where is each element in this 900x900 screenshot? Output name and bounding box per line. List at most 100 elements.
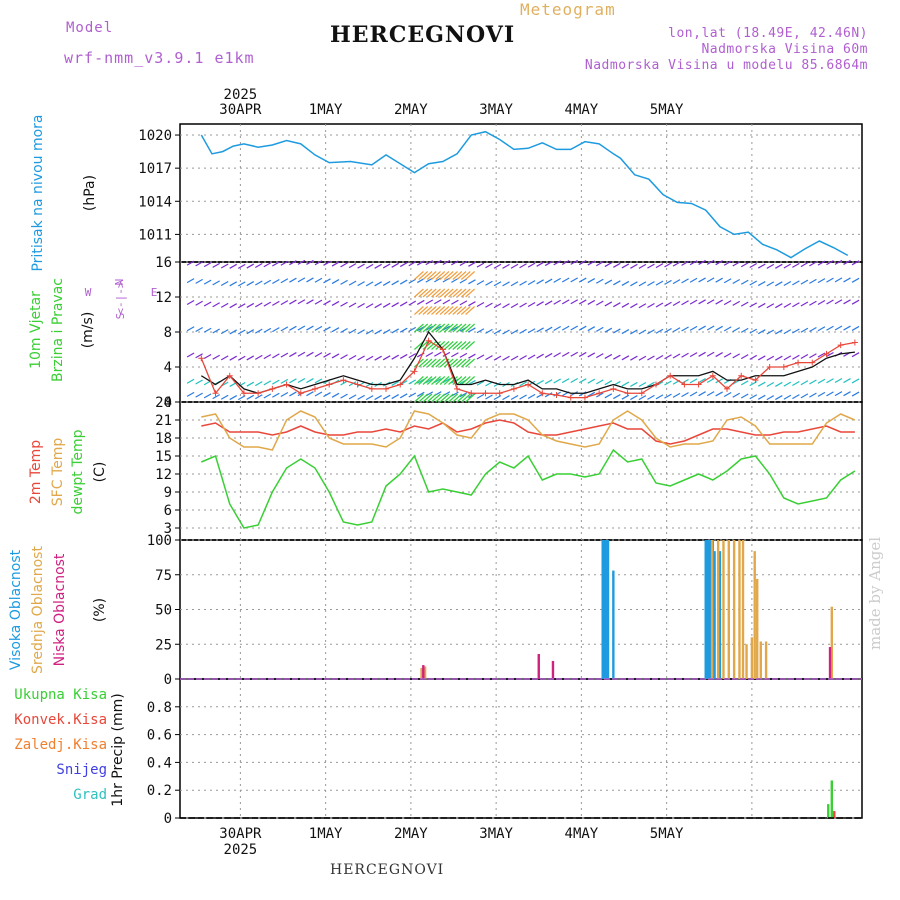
wind-arrow (587, 299, 596, 305)
y-tick-label: 8 (164, 325, 172, 341)
wind-arrow (246, 263, 255, 269)
wind-arrow-fan (414, 271, 475, 403)
y-tick-label: 100 (147, 533, 172, 549)
wind-arrow (561, 325, 570, 331)
wind-arrow (357, 381, 365, 387)
wind-arrow (289, 391, 297, 397)
wind-arrow (706, 391, 715, 397)
y-tick-label: 1014 (138, 194, 172, 210)
wind-arrow (391, 328, 400, 334)
wind-arrow (439, 376, 450, 385)
wind-arrow (510, 394, 519, 400)
wind-arrow (638, 355, 647, 361)
wind-arrow (553, 299, 561, 305)
wind-arrow (314, 352, 323, 358)
wind-arrow (456, 341, 467, 350)
wind-arrow (357, 329, 365, 335)
temp2m-line (201, 419, 855, 445)
wind-gust-marker (255, 390, 262, 397)
wind-gust-marker (383, 385, 390, 392)
wind-arrow (289, 378, 297, 384)
wind-arrow (476, 280, 485, 286)
wind-arrow (465, 271, 475, 280)
wind-arrow (212, 262, 220, 268)
wind-arrow (817, 300, 826, 306)
wind-arrow (689, 352, 698, 358)
wind-arrow (280, 378, 289, 384)
precip-bar-conv_precip (833, 811, 836, 818)
wind-arrow (664, 262, 672, 268)
wind-arrow (613, 394, 621, 400)
wind-arrow (468, 279, 476, 285)
wind-arrow (306, 391, 314, 397)
wind-arrow (732, 392, 741, 398)
wind-arrow (289, 299, 297, 305)
wind-arrow (621, 263, 630, 269)
wind-arrow (519, 355, 527, 361)
wind-arrow (647, 281, 655, 287)
wind-arrow (448, 393, 458, 403)
wind-arrow (408, 392, 417, 398)
x-gridlines (239, 124, 753, 818)
wind-arrow (391, 380, 400, 386)
x-tick-label-bottom: 1MAY (309, 826, 343, 842)
wind-arrow (766, 303, 775, 309)
wind-gust-marker (340, 377, 347, 384)
y-tick-label: 25 (155, 637, 172, 653)
wind-arrow (655, 263, 664, 269)
wind-arrow (435, 288, 446, 298)
wind-arrow (451, 391, 459, 397)
wind-arrow (314, 299, 323, 305)
wind-arrow (510, 329, 519, 335)
wind-arrow (775, 303, 783, 309)
wind-arrow (263, 393, 272, 399)
wind-arrow (431, 323, 441, 333)
wind-arrow (587, 278, 596, 284)
wind-arrow (465, 323, 475, 333)
wind-arrow (706, 277, 715, 283)
wind-arrow (740, 262, 749, 268)
wind-arrow (536, 261, 544, 267)
wind-arrow (851, 299, 860, 305)
wind-arrow (672, 327, 681, 333)
wind-arrow (237, 303, 246, 309)
wind-arrow (655, 328, 664, 334)
precip-bar-total_precip (830, 780, 834, 818)
wind-arrow (435, 306, 446, 315)
cloud-bar-low_cloud (537, 653, 540, 679)
wind-arrow (809, 261, 817, 267)
wind-arrow (553, 277, 561, 283)
wind-arrow (749, 280, 758, 286)
x-tick-label-top: 2MAY (394, 102, 428, 118)
wind-arrow (382, 280, 391, 286)
wind-arrow (587, 352, 596, 358)
wind-arrow (672, 261, 681, 267)
cloud-bar-high_cloud (606, 540, 610, 679)
wind-arrow (435, 358, 446, 368)
y-tick-label: 18 (155, 431, 172, 447)
wind-arrow (613, 280, 621, 286)
wind-arrow (280, 260, 289, 266)
wind-arrow (434, 299, 442, 305)
wind-arrow (510, 263, 519, 269)
wind-arrow (314, 277, 323, 283)
wind-arrow (851, 391, 860, 397)
wind-arrow (212, 302, 220, 308)
wind-arrow (766, 281, 775, 287)
wind-gust-marker (780, 364, 787, 370)
wind-arrow (698, 259, 706, 265)
y-tick-label: 0 (164, 672, 172, 688)
wind-gust-marker (397, 381, 404, 388)
wind-arrow (766, 395, 775, 401)
cloud-bar-high_cloud (706, 540, 709, 679)
wind-arrow (544, 278, 553, 284)
wind-arrow (826, 260, 834, 266)
wind-arrow (502, 263, 510, 269)
wind-arrow (826, 277, 834, 283)
wind-arrow (448, 271, 458, 280)
wind-arrow (272, 327, 280, 333)
y-axis-0: 1011 1014 1017 1020 (138, 128, 862, 243)
wind-arrow (851, 378, 860, 384)
wind-gust-marker (510, 385, 517, 392)
